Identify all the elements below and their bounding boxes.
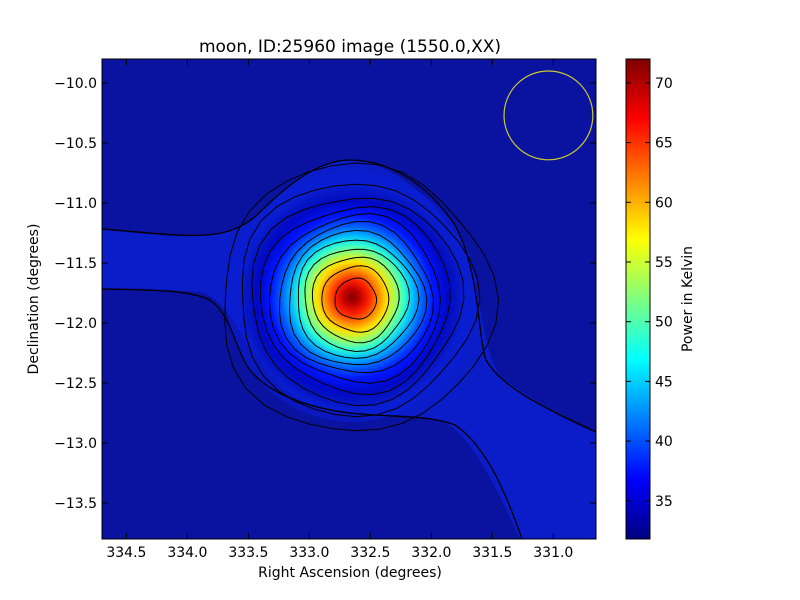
- y-axis-ticks: −10.0 −10.5 −11.0 −11.5 −12.0 −12.5 −13.0 −13.5: [54, 76, 596, 512]
- x-tick-label: 333.5: [228, 545, 268, 561]
- colorbar-tick-label: 50: [655, 315, 673, 331]
- colorbar-tick-label: 65: [655, 136, 673, 152]
- colorbar-label: Power in Kelvin: [680, 246, 696, 352]
- contour-line: [268, 212, 441, 384]
- colorbar: 35 40 45 50 55 60 65 70 Power in Kelvin: [625, 58, 696, 540]
- y-tick-label: −10.5: [54, 136, 97, 152]
- contour-line: [321, 265, 390, 333]
- y-tick-label: −10.0: [54, 76, 97, 92]
- heatmap-plot-area: 334.5 334.0 333.5 333.0 332.5 332.0 331.5 331.0…: [54, 58, 597, 561]
- contour-line: [278, 221, 434, 374]
- y-tick-label: −11.5: [54, 256, 97, 272]
- y-tick-label: −11.0: [54, 196, 97, 212]
- colorbar-tick-label: 45: [655, 374, 673, 390]
- contour-outer-upper: [102, 159, 596, 433]
- contour-outer-lower: [102, 288, 523, 539]
- colorbar-tick-label: 70: [655, 76, 673, 92]
- y-tick-label: −12.0: [54, 316, 97, 332]
- y-tick-label: −13.0: [54, 436, 97, 452]
- x-tick-label: 332.0: [411, 545, 451, 561]
- contour-lines: [224, 162, 500, 432]
- x-tick-label: 333.0: [289, 545, 329, 561]
- x-axis-ticks: 334.5 334.0 333.5 333.0 332.5 332.0 331.5 331.0: [106, 59, 573, 561]
- colorbar-tick-label: 40: [655, 434, 673, 450]
- colorbar-tick-label: 55: [655, 255, 673, 271]
- contour-line: [297, 239, 420, 359]
- y-tick-label: −12.5: [54, 376, 97, 392]
- chart-title: moon, ID:25960 image (1550.0,XX): [199, 37, 501, 57]
- colorbar-gradient: [625, 58, 651, 540]
- x-tick-label: 331.5: [472, 545, 512, 561]
- x-tick-label: 334.0: [167, 545, 207, 561]
- colorbar-ticks: 35 40 45 50 55 60 65 70: [626, 76, 673, 510]
- x-axis-label: Right Ascension (degrees): [258, 565, 442, 581]
- x-tick-label: 334.5: [106, 545, 146, 561]
- source-glow: [240, 185, 464, 409]
- x-tick-label: 331.0: [533, 545, 573, 561]
- colorbar-tick-label: 60: [655, 195, 673, 211]
- y-axis-label: Declination (degrees): [26, 224, 42, 375]
- contour-line: [304, 248, 411, 353]
- contour-line: [334, 277, 378, 320]
- contour-line: [288, 229, 428, 366]
- contour-line: [241, 183, 481, 418]
- contour-line: [260, 206, 451, 396]
- y-tick-label: −13.5: [54, 496, 97, 512]
- contour-line: [224, 162, 500, 432]
- contour-line: [311, 256, 400, 344]
- plot-frame: [101, 58, 597, 540]
- beam-circle: [503, 70, 594, 161]
- x-tick-label: 332.5: [350, 545, 390, 561]
- contour-line: [251, 197, 465, 407]
- colorbar-tick-label: 35: [655, 494, 673, 510]
